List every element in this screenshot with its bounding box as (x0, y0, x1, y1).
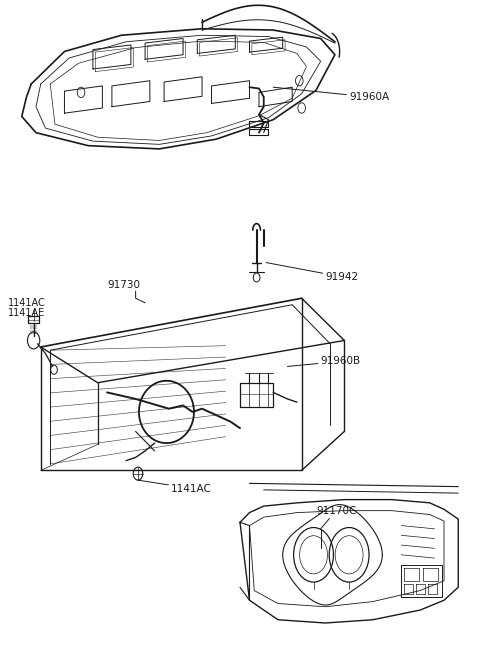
Text: 1141AC: 1141AC (138, 480, 212, 494)
Text: 91960A: 91960A (273, 87, 389, 102)
Text: 91170C: 91170C (316, 506, 356, 529)
Text: 1141AE: 1141AE (8, 308, 45, 318)
Text: 91730: 91730 (107, 280, 140, 290)
Text: 1141AC: 1141AC (8, 298, 45, 308)
Text: 91942: 91942 (266, 263, 359, 282)
Text: 91960B: 91960B (288, 356, 361, 366)
